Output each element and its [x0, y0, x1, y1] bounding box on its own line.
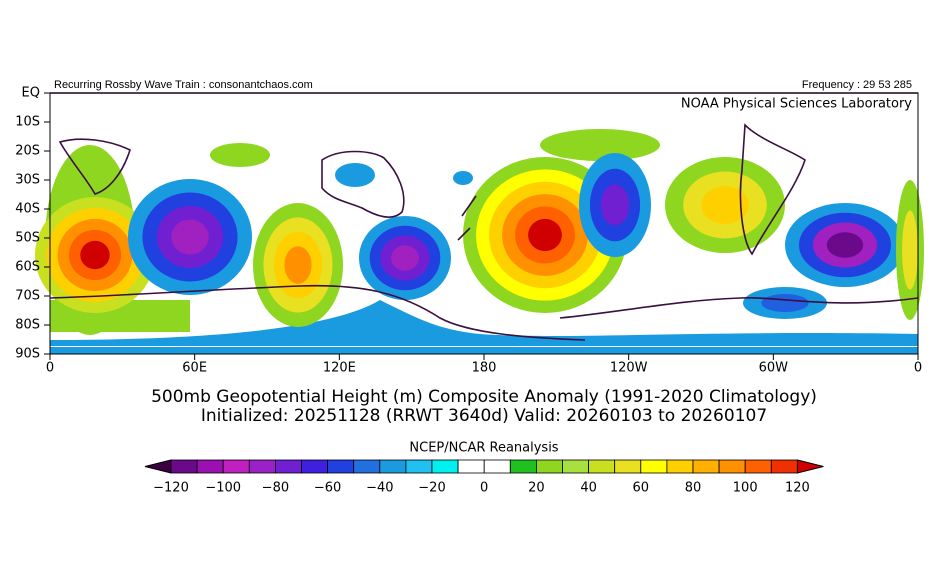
cbar-label: −40: [366, 481, 393, 496]
lon-label: 180: [472, 361, 497, 376]
contour-fill: [453, 171, 473, 185]
cbar-box: [222, 459, 250, 474]
cbar-box: [405, 459, 433, 474]
lon-label: 120E: [323, 361, 356, 376]
contour-fill: [391, 245, 419, 271]
lon-axis: 0 60E 120E 180 120W 60W 0: [46, 354, 922, 376]
cbar-box: [301, 459, 329, 474]
contour-fill: [80, 240, 110, 270]
lat-label: 10S: [15, 115, 40, 130]
cbar-box: [588, 459, 616, 474]
lon-label: 120W: [610, 361, 648, 376]
cbar-label: −100: [205, 481, 241, 496]
lat-label: 70S: [15, 289, 40, 304]
lat-label: 80S: [15, 318, 40, 333]
contour-fill: [171, 219, 209, 255]
org: NOAA Physical Sciences Laboratory: [681, 97, 912, 112]
header-right: Frequency : 29 53 285: [802, 79, 912, 91]
cbar-box: [483, 459, 511, 474]
cbar-label: −80: [262, 481, 289, 496]
cbar-label: −120: [153, 481, 189, 496]
lon-label: 60W: [759, 361, 789, 376]
caption-2: Initialized: 20251128 (RRWT 3640d) Valid…: [201, 406, 767, 426]
cbar-box: [170, 459, 198, 474]
contour-fill: [540, 129, 660, 161]
anomaly-field: [35, 129, 924, 354]
band: [50, 347, 918, 354]
header-left: Recurring Rossby Wave Train : consonantc…: [54, 79, 313, 91]
cbar-box: [692, 459, 720, 474]
lat-axis: EQ 10S 20S 30S 40S 50S 60S 70S 80S 90S: [15, 86, 50, 362]
lat-label: 40S: [15, 202, 40, 217]
cbar-box: [536, 459, 563, 474]
cbar-label: 40: [580, 481, 597, 496]
cbar-label: 0: [480, 481, 488, 496]
cbar-box: [718, 459, 746, 474]
cbar-label: 20: [528, 481, 545, 496]
contour-fill: [284, 246, 312, 284]
cbar-box: [248, 459, 276, 474]
cbar-box: [327, 459, 355, 474]
lat-label: EQ: [22, 86, 40, 101]
lat-label: 60S: [15, 260, 40, 275]
cbar-arrow-right: [796, 459, 824, 474]
colorbar-title: NCEP/NCAR Reanalysis: [409, 441, 558, 456]
lon-label: 0: [914, 361, 922, 376]
cbar-box: [666, 459, 694, 474]
colorbar: −120 −100 −80 −60 −40 −20 0 20 40 60 80 100 120: [144, 459, 824, 496]
cbar-box: [431, 459, 459, 474]
lat-label: 90S: [15, 347, 40, 362]
cbar-box: [353, 459, 381, 474]
cbar-box: [770, 459, 798, 474]
cbar-label: 120: [785, 481, 810, 496]
cbar-box: [640, 459, 668, 474]
contour-fill: [528, 218, 562, 252]
contour-fill: [335, 163, 375, 187]
cbar-label: 100: [733, 481, 758, 496]
cbar-box: [562, 459, 590, 474]
cbar-box: [274, 459, 302, 474]
cbar-label: −20: [418, 481, 445, 496]
cbar-box: [744, 459, 772, 474]
contour-fill: [902, 210, 918, 290]
contour-fill: [761, 293, 809, 313]
lat-label: 20S: [15, 144, 40, 159]
lat-label: 30S: [15, 173, 40, 188]
cbar-box: [509, 459, 537, 474]
contour-fill: [210, 143, 270, 167]
contour-fill: [701, 186, 749, 224]
contour-fill: [826, 232, 864, 258]
cbar-label: −60: [314, 481, 341, 496]
cbar-arrow-left: [144, 459, 172, 474]
contour-fill: [600, 184, 630, 226]
cbar-box: [457, 459, 485, 474]
lat-label: 50S: [15, 231, 40, 246]
lon-label: 0: [46, 361, 54, 376]
cbar-label: 80: [685, 481, 702, 496]
caption-1: 500mb Geopotential Height (m) Composite …: [151, 387, 817, 407]
band: [50, 300, 918, 346]
cbar-box: [196, 459, 224, 474]
cbar-box: [379, 459, 407, 474]
cbar-label: 60: [633, 481, 650, 496]
lon-label: 60E: [182, 361, 207, 376]
cbar-box: [614, 459, 642, 474]
